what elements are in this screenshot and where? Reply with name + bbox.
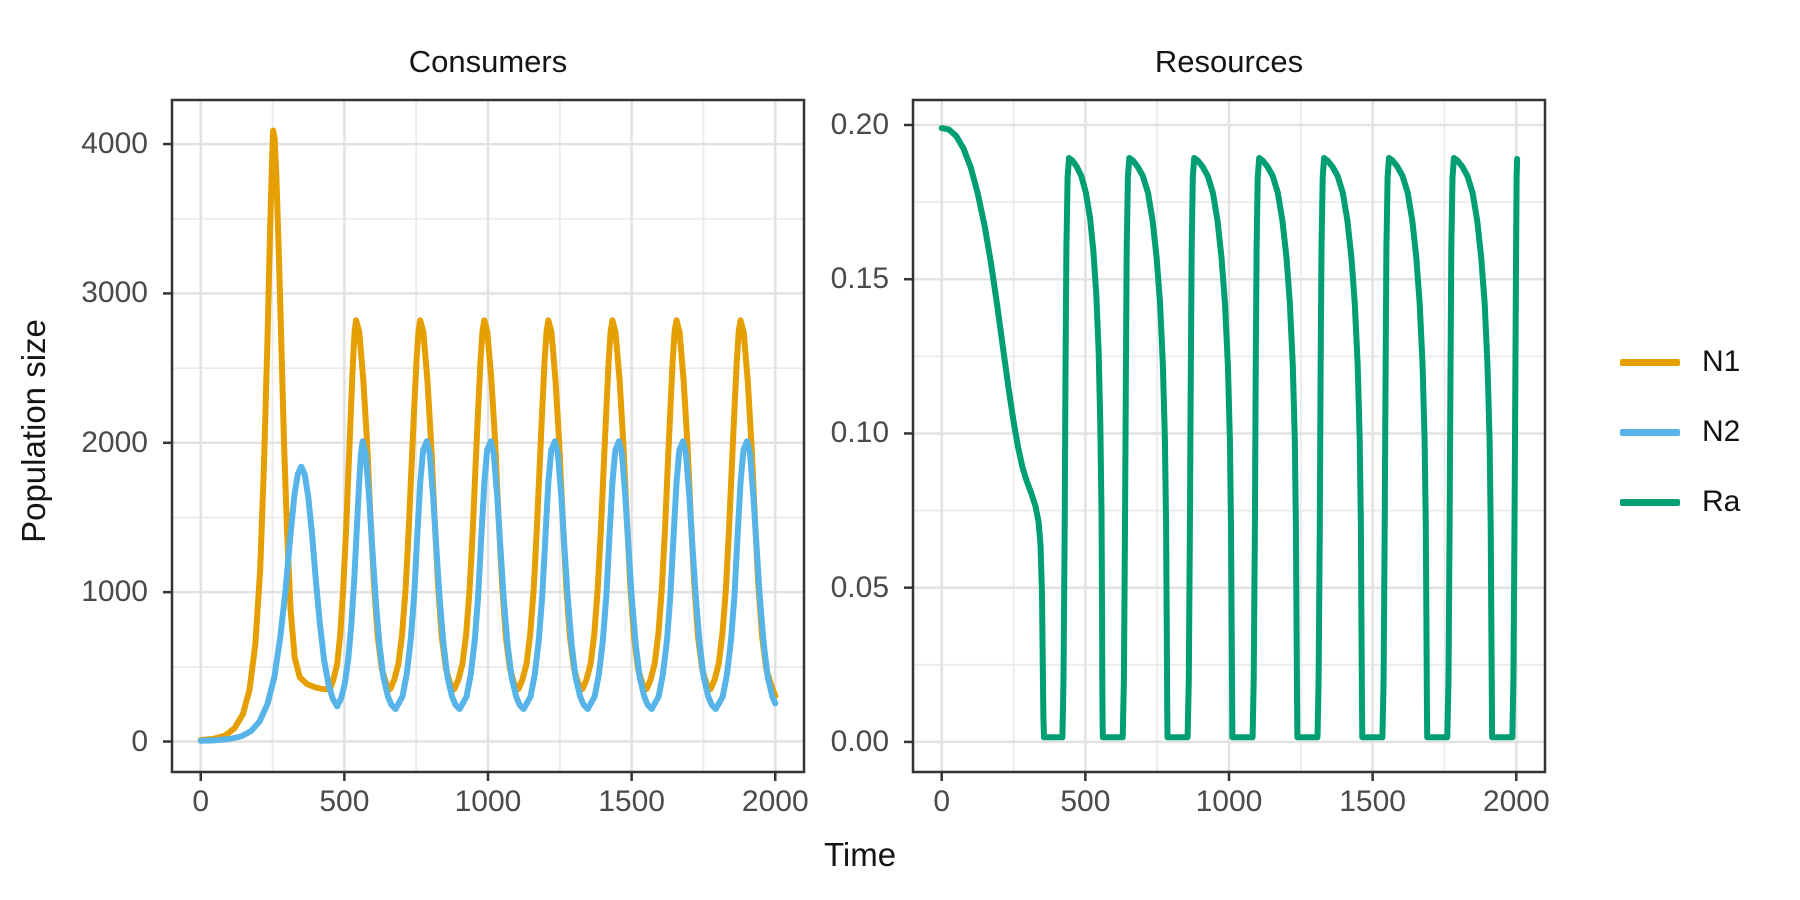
legend-label-ra: Ra xyxy=(1702,485,1741,518)
legend-item-n1: N1 xyxy=(1620,327,1740,397)
x-tick-label: 1500 xyxy=(598,785,665,818)
x-tick-label: 0 xyxy=(192,785,210,818)
y-tick-label: 0.15 xyxy=(830,262,889,296)
legend-key-ra-line xyxy=(1620,498,1680,506)
x-tick-label: 0 xyxy=(933,785,951,818)
legend-item-ra: Ra xyxy=(1620,467,1740,537)
y-tick-label: 3000 xyxy=(81,276,148,310)
y-tick-label: 1000 xyxy=(81,575,148,609)
axis-tick-marks-panel1 xyxy=(904,123,1518,781)
legend-label-n2: N2 xyxy=(1702,415,1741,448)
gridlines-major-panel0 xyxy=(172,100,804,772)
legend-key-n2-line xyxy=(1620,428,1680,436)
legend-key-n1-line xyxy=(1620,358,1680,366)
y-tick-label: 0 xyxy=(131,724,148,758)
x-tick-label: 1000 xyxy=(454,785,522,818)
x-tick-label: 1500 xyxy=(1339,785,1406,818)
y-tick-label: 2000 xyxy=(81,425,148,459)
panel-title-resources: Resources xyxy=(1154,44,1304,79)
legend-label-n1: N1 xyxy=(1702,345,1741,378)
axis-tick-marks-panel0 xyxy=(163,142,777,781)
x-tick-label: 2000 xyxy=(741,785,809,818)
legend: N1 N2 Ra xyxy=(1620,327,1740,537)
y-tick-label: 0.05 xyxy=(830,570,889,604)
y-tick-label: 0.20 xyxy=(830,107,889,141)
x-tick-label: 500 xyxy=(1060,785,1111,818)
series-ra-line xyxy=(938,125,1521,741)
x-tick-label: 500 xyxy=(319,785,370,818)
y-tick-label: 0.00 xyxy=(830,724,889,758)
panel-title-consumers: Consumers xyxy=(408,44,568,79)
x-axis-title: Time xyxy=(823,836,897,873)
series-n2-line xyxy=(197,438,779,744)
y-tick-label: 0.10 xyxy=(830,416,889,450)
x-tick-label: 2000 xyxy=(1482,785,1550,818)
x-tick-label: 1000 xyxy=(1195,785,1263,818)
legend-item-n2: N2 xyxy=(1620,397,1740,467)
y-tick-label: 4000 xyxy=(81,127,148,161)
